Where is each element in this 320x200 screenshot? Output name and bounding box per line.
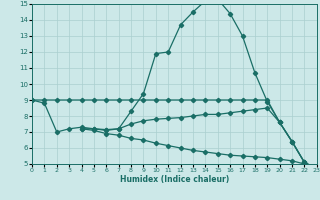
X-axis label: Humidex (Indice chaleur): Humidex (Indice chaleur) xyxy=(120,175,229,184)
